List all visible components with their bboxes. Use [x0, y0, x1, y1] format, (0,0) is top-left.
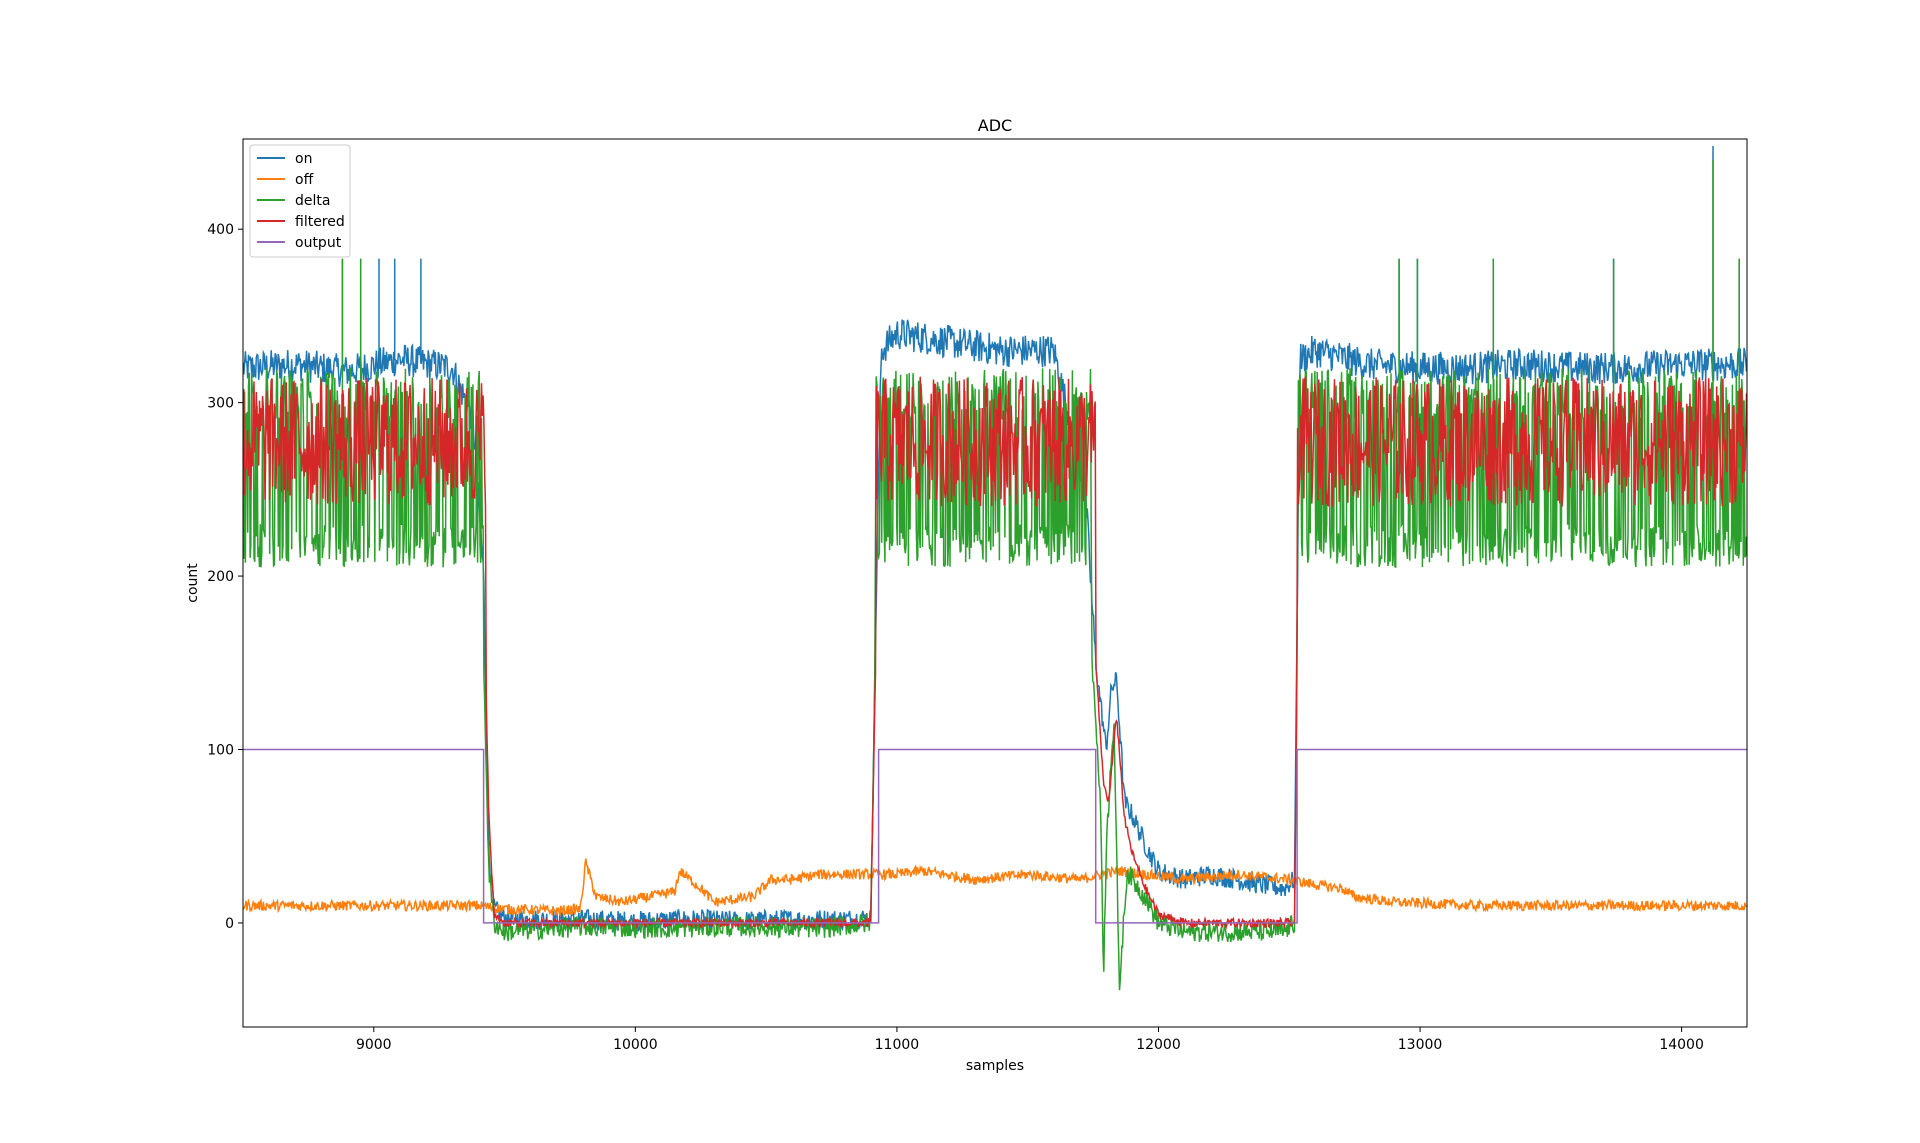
x-tick-label: 13000 [1398, 1037, 1443, 1053]
x-tick-label: 10000 [613, 1037, 658, 1053]
legend-label-filtered: filtered [295, 214, 345, 230]
series-layer [243, 145, 1747, 991]
series-line-output [243, 748, 1747, 924]
y-tick-label: 200 [207, 569, 234, 585]
plot-area-frame [242, 138, 1748, 1028]
y-tick-label: 100 [207, 743, 234, 759]
x-tick-label: 12000 [1136, 1037, 1181, 1053]
legend-label-delta: delta [295, 193, 330, 209]
x-tick-label: 11000 [875, 1037, 920, 1053]
chart-title: ADC [978, 116, 1012, 135]
x-axis: 9000 10000 11000 12000 13000 14000 [356, 1027, 1704, 1053]
y-tick-label: 0 [225, 916, 234, 932]
legend: on off delta filtered output [249, 144, 351, 258]
x-axis-label: samples [966, 1058, 1024, 1074]
y-tick-label: 300 [207, 396, 234, 412]
x-tick-label: 9000 [356, 1037, 392, 1053]
y-axis-label: count [185, 563, 201, 603]
series-line-filtered [243, 376, 1747, 930]
legend-label-on: on [295, 151, 312, 167]
legend-box [249, 144, 351, 258]
y-axis: 0 100 200 300 400 [207, 222, 243, 932]
y-tick-label: 400 [207, 222, 234, 238]
legend-label-output: output [295, 235, 342, 251]
legend-label-off: off [295, 172, 314, 188]
x-tick-label: 14000 [1659, 1037, 1704, 1053]
